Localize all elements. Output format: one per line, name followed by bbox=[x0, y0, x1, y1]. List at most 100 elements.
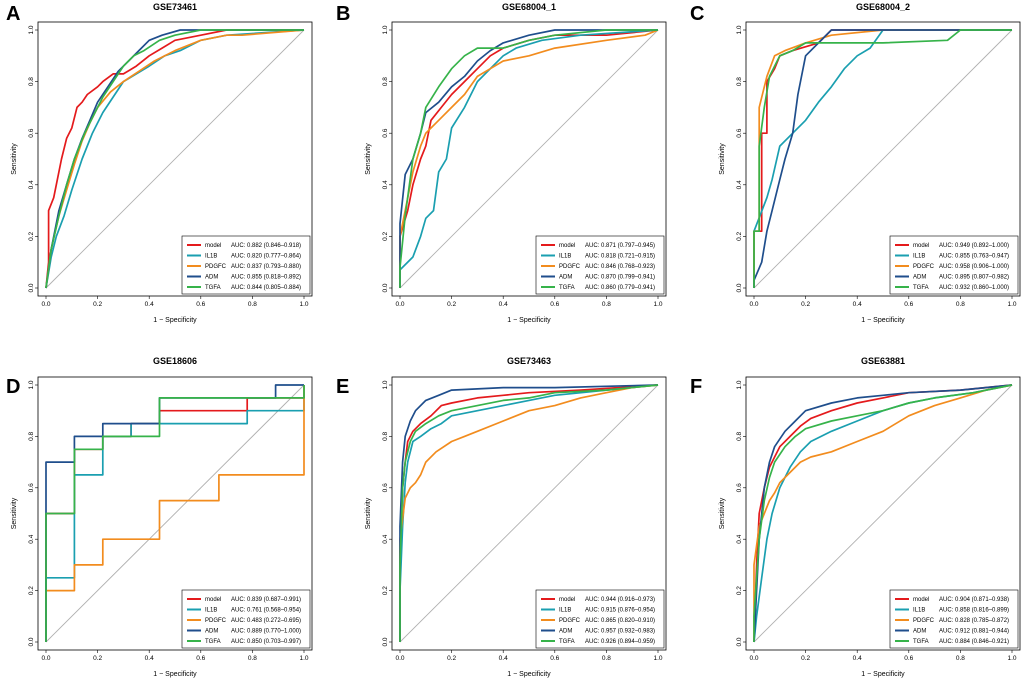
legend-auc: AUC: 0.926 (0.894–0.959) bbox=[585, 639, 655, 645]
legend-label: ADM bbox=[913, 275, 926, 281]
legend-box bbox=[535, 589, 665, 649]
legend-label: ADM bbox=[205, 629, 218, 635]
y-tick-label: 0.2 bbox=[382, 232, 389, 241]
roc-panel-c: C GSE68004_2 0.0 0.2 0.4 0.6 0.8 1.0 0.0 0.2 0.4 0.… bbox=[690, 2, 1021, 324]
roc-curve-tgfa bbox=[45, 385, 305, 642]
x-axis-label: 1 − Specificity bbox=[153, 317, 197, 324]
y-tick-label: 0.4 bbox=[736, 180, 743, 189]
y-tick-label: 0.6 bbox=[382, 483, 389, 492]
x-tick-label: 0.8 bbox=[602, 301, 611, 308]
x-tick-label: 0.8 bbox=[956, 655, 965, 662]
y-tick-label: 0.4 bbox=[736, 534, 743, 543]
roc-panel-e: E GSE73463 0.0 0.2 0.4 0.6 0.8 1.0 0.0 0.2 0.4 0.6 0… bbox=[336, 356, 667, 678]
legend-auc: AUC: 0.895 (0.807–0.982) bbox=[939, 275, 1009, 281]
legend-box bbox=[181, 589, 311, 649]
legend-auc: AUC: 0.944 (0.916–0.973) bbox=[585, 597, 655, 603]
panel-title: GSE18606 bbox=[153, 356, 197, 366]
x-tick-label: 1.0 bbox=[1007, 301, 1016, 308]
legend-auc: AUC: 0.871 (0.797–0.945) bbox=[585, 243, 655, 249]
y-tick-label: 0.0 bbox=[736, 283, 743, 292]
y-tick-label: 0.8 bbox=[28, 432, 35, 441]
roc-curve-pdgfc bbox=[753, 384, 1013, 642]
legend-label: PDGFC bbox=[559, 618, 581, 624]
legend-auc: AUC: 0.483 (0.272–0.695) bbox=[231, 618, 301, 624]
x-tick-label: 0.0 bbox=[749, 655, 758, 662]
reference-diagonal bbox=[753, 384, 1013, 643]
x-tick-label: 1.0 bbox=[653, 301, 662, 308]
roc-curve-il1b bbox=[399, 29, 659, 288]
legend-auc: AUC: 0.828 (0.785–0.872) bbox=[939, 618, 1009, 624]
roc-curve-pdgfc bbox=[45, 385, 305, 642]
legend-label: PDGFC bbox=[205, 264, 227, 270]
legend-auc: AUC: 0.949 (0.892–1.000) bbox=[939, 243, 1009, 249]
x-tick-label: 0.4 bbox=[145, 655, 154, 662]
panel-letter: E bbox=[336, 376, 349, 398]
plot-frame bbox=[37, 21, 313, 297]
x-tick-label: 0.6 bbox=[550, 655, 559, 662]
y-tick-label: 1.0 bbox=[736, 25, 743, 34]
roc-curve-il1b bbox=[45, 29, 305, 289]
y-tick-label: 0.8 bbox=[28, 77, 35, 86]
reference-diagonal bbox=[399, 384, 659, 643]
x-tick-label: 0.0 bbox=[395, 301, 404, 308]
legend-label: model bbox=[205, 243, 221, 249]
x-tick-label: 0.2 bbox=[93, 301, 102, 308]
legend-auc: AUC: 0.882 (0.846–0.918) bbox=[231, 243, 301, 249]
legend-auc: AUC: 0.957 (0.932–0.983) bbox=[585, 629, 655, 635]
legend-auc: AUC: 0.912 (0.881–0.944) bbox=[939, 629, 1009, 635]
x-axis-label: 1 − Specificity bbox=[861, 317, 905, 324]
y-tick-label: 0.8 bbox=[382, 432, 389, 441]
roc-curve-adm bbox=[45, 384, 304, 642]
legend-auc: AUC: 0.889 (0.770–1.000) bbox=[231, 629, 301, 635]
legend-auc: AUC: 0.884 (0.846–0.921) bbox=[939, 639, 1009, 645]
legend-label: ADM bbox=[913, 629, 926, 635]
legend-label: TGFA bbox=[205, 285, 221, 291]
y-tick-label: 0.6 bbox=[28, 128, 35, 137]
x-tick-label: 0.0 bbox=[41, 301, 50, 308]
x-tick-label: 0.0 bbox=[395, 655, 404, 662]
reference-diagonal bbox=[753, 29, 1013, 289]
reference-diagonal bbox=[45, 384, 305, 643]
plot-frame bbox=[391, 376, 667, 651]
legend-auc: AUC: 0.855 (0.818–0.892) bbox=[231, 275, 301, 281]
x-tick-label: 0.0 bbox=[41, 655, 50, 662]
reference-diagonal bbox=[45, 29, 305, 289]
roc-curve-adm bbox=[399, 29, 658, 288]
legend-auc: AUC: 0.846 (0.768–0.923) bbox=[585, 264, 655, 270]
x-tick-label: 1.0 bbox=[299, 301, 308, 308]
legend-label: PDGFC bbox=[913, 618, 935, 624]
y-tick-label: 1.0 bbox=[736, 380, 743, 389]
legend-auc: AUC: 0.855 (0.763–0.947) bbox=[939, 254, 1009, 260]
legend-auc: AUC: 0.761 (0.568–0.954) bbox=[231, 608, 301, 614]
plot-frame bbox=[745, 21, 1021, 297]
y-tick-label: 0.2 bbox=[28, 232, 35, 241]
y-tick-label: 0.2 bbox=[736, 586, 743, 595]
x-tick-label: 0.6 bbox=[550, 301, 559, 308]
roc-panel-b: B GSE68004_1 0.0 0.2 0.4 0.6 0.8 1.0 0.0 0.2 0.4 0.… bbox=[336, 2, 667, 324]
roc-curve-tgfa bbox=[753, 29, 1012, 288]
plot-frame bbox=[391, 21, 667, 297]
x-tick-label: 0.2 bbox=[447, 655, 456, 662]
x-axis-label: 1 − Specificity bbox=[153, 671, 197, 678]
y-tick-label: 0.8 bbox=[736, 77, 743, 86]
x-tick-label: 0.6 bbox=[904, 655, 913, 662]
x-tick-label: 0.2 bbox=[447, 301, 456, 308]
roc-curve-model bbox=[753, 384, 1013, 643]
legend-auc: AUC: 0.837 (0.793–0.880) bbox=[231, 264, 301, 270]
roc-curve-adm bbox=[399, 384, 659, 642]
legend-box bbox=[889, 235, 1019, 295]
legend-label: ADM bbox=[559, 629, 572, 635]
legend-label: ADM bbox=[205, 275, 218, 281]
x-tick-label: 0.8 bbox=[248, 301, 257, 308]
x-tick-label: 0.4 bbox=[853, 301, 862, 308]
legend-auc: AUC: 0.820 (0.777–0.864) bbox=[231, 254, 301, 260]
legend-auc: AUC: 0.915 (0.876–0.954) bbox=[585, 608, 655, 614]
roc-panel-a: A GSE73461 0.0 0.2 0.4 0.6 0.8 1.0 0.0 0.2 0.4 0.6 0… bbox=[6, 2, 313, 324]
legend-label: model bbox=[559, 597, 575, 603]
y-tick-label: 0.8 bbox=[382, 77, 389, 86]
panel-letter: B bbox=[336, 3, 350, 25]
roc-curve-tgfa bbox=[45, 29, 304, 289]
panel-title: GSE68004_1 bbox=[502, 2, 556, 12]
legend-label: TGFA bbox=[913, 639, 929, 645]
legend-label: ADM bbox=[559, 275, 572, 281]
